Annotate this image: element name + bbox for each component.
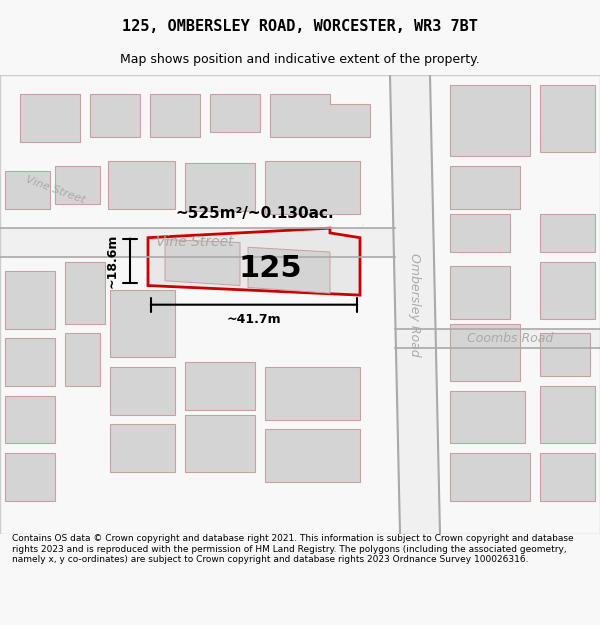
Polygon shape — [5, 271, 55, 329]
Polygon shape — [65, 262, 105, 324]
Polygon shape — [5, 338, 55, 386]
Text: ~41.7m: ~41.7m — [227, 312, 281, 326]
Polygon shape — [210, 94, 260, 132]
Polygon shape — [148, 228, 360, 295]
Polygon shape — [110, 424, 175, 472]
Polygon shape — [185, 163, 255, 211]
Polygon shape — [20, 94, 80, 142]
Text: Coombs Road: Coombs Road — [467, 332, 553, 344]
Polygon shape — [65, 333, 100, 386]
Polygon shape — [185, 415, 255, 472]
Polygon shape — [450, 266, 510, 319]
Polygon shape — [150, 94, 200, 138]
Polygon shape — [165, 239, 240, 286]
Polygon shape — [540, 262, 595, 319]
Polygon shape — [55, 166, 100, 204]
Polygon shape — [540, 453, 595, 501]
Polygon shape — [540, 84, 595, 151]
Polygon shape — [108, 161, 175, 209]
Polygon shape — [450, 214, 510, 252]
Text: Contains OS data © Crown copyright and database right 2021. This information is : Contains OS data © Crown copyright and d… — [12, 534, 574, 564]
Polygon shape — [540, 386, 595, 444]
Polygon shape — [5, 453, 55, 501]
Polygon shape — [265, 161, 360, 214]
Polygon shape — [110, 367, 175, 415]
Polygon shape — [185, 362, 255, 410]
Text: Ombersley Road: Ombersley Road — [409, 253, 421, 356]
Polygon shape — [390, 75, 440, 534]
Text: ~525m²/~0.130ac.: ~525m²/~0.130ac. — [176, 206, 334, 221]
Text: Map shows position and indicative extent of the property.: Map shows position and indicative extent… — [120, 52, 480, 66]
Text: Vine Street: Vine Street — [156, 236, 234, 249]
Polygon shape — [450, 453, 530, 501]
Polygon shape — [540, 333, 590, 376]
Polygon shape — [540, 214, 595, 252]
Polygon shape — [450, 324, 520, 381]
Polygon shape — [110, 291, 175, 357]
Text: 125: 125 — [238, 254, 302, 283]
Polygon shape — [265, 429, 360, 482]
Polygon shape — [248, 248, 330, 293]
Polygon shape — [5, 171, 50, 209]
Polygon shape — [450, 166, 520, 209]
Polygon shape — [450, 391, 525, 444]
Polygon shape — [270, 94, 370, 138]
Text: Vine Street: Vine Street — [24, 174, 86, 205]
Text: 125, OMBERSLEY ROAD, WORCESTER, WR3 7BT: 125, OMBERSLEY ROAD, WORCESTER, WR3 7BT — [122, 19, 478, 34]
Text: ~18.6m: ~18.6m — [106, 234, 119, 288]
Polygon shape — [450, 84, 530, 156]
Polygon shape — [265, 367, 360, 419]
Polygon shape — [5, 396, 55, 444]
Polygon shape — [90, 94, 140, 138]
